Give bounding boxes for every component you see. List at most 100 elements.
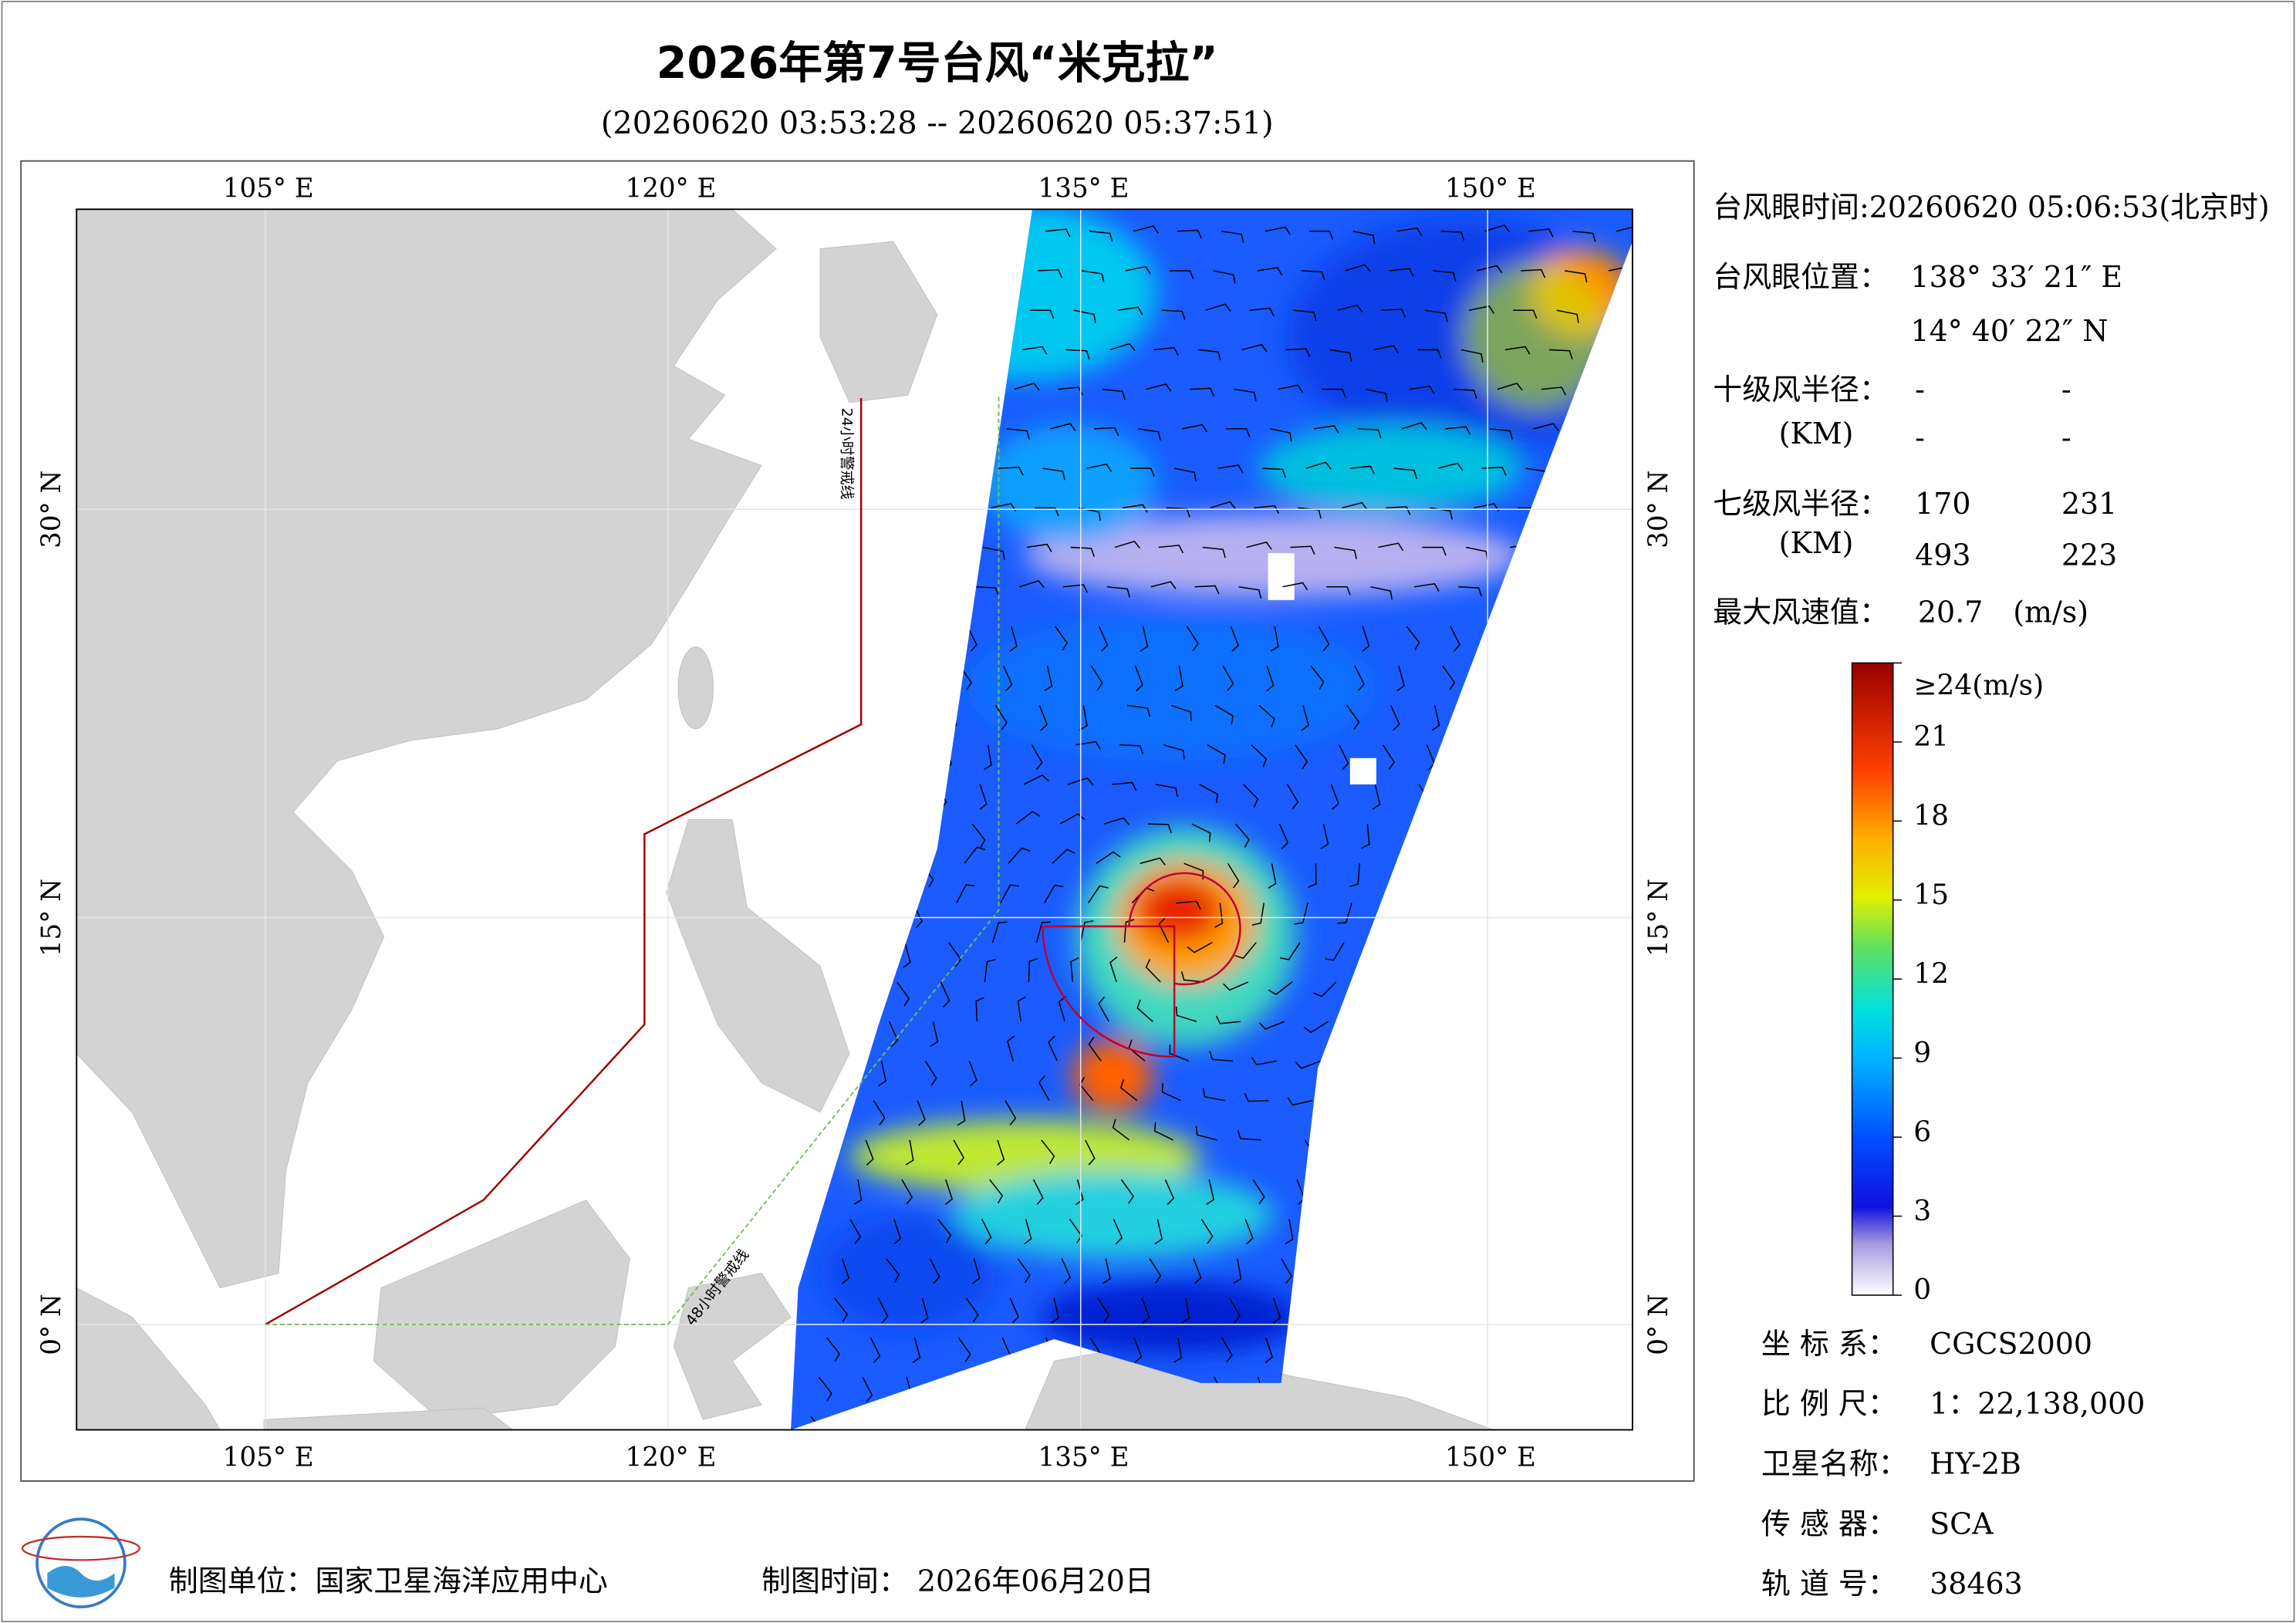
r10-unit: (KM)	[1779, 417, 1854, 450]
wind-barb	[1572, 231, 1596, 242]
wind-barb	[1038, 705, 1048, 731]
wind-barb	[1023, 774, 1049, 785]
wind-barb	[873, 1100, 886, 1125]
wind-barb	[1154, 1219, 1163, 1245]
wind-barb	[1217, 464, 1244, 474]
wind-barb	[1458, 586, 1482, 597]
wind-barb	[1067, 777, 1094, 786]
wind-barb	[957, 1337, 971, 1362]
wind-barb	[1120, 1179, 1134, 1204]
max-wind-value: 20.7	[1918, 595, 1983, 629]
wind-barb	[1098, 626, 1109, 652]
wind-barb	[1230, 626, 1239, 653]
wind-barb	[1264, 1337, 1273, 1364]
colorbar-label: 0	[1913, 1274, 1931, 1306]
wind-barb	[1326, 586, 1351, 596]
wind-barb	[1264, 226, 1291, 235]
wind-barb	[1210, 501, 1236, 509]
wind-barb	[968, 1061, 977, 1087]
wind-barb	[1079, 705, 1088, 731]
meta-value: 38463	[1930, 1567, 2023, 1601]
wind-barb	[1048, 1035, 1058, 1061]
wind-barb	[849, 1218, 862, 1244]
wind-barb	[1244, 1219, 1254, 1245]
wind-barb	[888, 1021, 899, 1048]
wind-barb	[994, 705, 1008, 731]
borneo	[373, 1200, 630, 1420]
wind-barb	[979, 784, 988, 810]
wind-barb	[841, 1258, 850, 1284]
wind-barb	[1251, 903, 1265, 926]
wind-barb	[1014, 382, 1040, 391]
wind-barb	[1541, 386, 1566, 396]
eye-time: 台风眼时间:20260620 05:06:53(北京时)	[1713, 190, 2269, 224]
lat-label-left: 0° N	[36, 1294, 67, 1355]
warning-line-24h	[265, 398, 863, 1326]
wind-barb	[1088, 1036, 1102, 1061]
wind-barb	[1158, 917, 1170, 943]
lat-label-left: 15° N	[36, 879, 67, 957]
wind-barb	[1389, 268, 1414, 277]
footer: 制图单位：国家卫星海洋应用中心 制图时间： 2026年06月20日 坐 标 系：…	[21, 1327, 2145, 1609]
wind-barb	[1055, 626, 1069, 651]
r10-value: -	[2061, 373, 2071, 407]
wind-barb	[1213, 270, 1236, 284]
wind-barb	[984, 959, 996, 983]
wind-barb	[1004, 1100, 1017, 1126]
wind-barb	[1254, 504, 1280, 515]
wind-barb	[1085, 1139, 1096, 1166]
wind-barb	[1378, 542, 1404, 552]
wind-barb	[1006, 1035, 1015, 1061]
data-gap	[1268, 553, 1295, 600]
wind-barb	[1272, 1297, 1281, 1324]
field	[1072, 1039, 1154, 1112]
wind-barb	[1278, 384, 1303, 393]
wind-barb	[1163, 744, 1185, 760]
colorbar	[1851, 662, 1894, 1296]
wind-barb	[1062, 584, 1089, 593]
wind-barb	[1337, 304, 1363, 313]
wind-barb	[1021, 346, 1048, 355]
wind-barb	[1445, 426, 1471, 435]
wind-barb	[1450, 626, 1461, 652]
wind-barb	[1187, 942, 1213, 953]
wind-barb	[1251, 1057, 1277, 1066]
wind-barb	[1035, 507, 1059, 517]
r10-value: -	[2061, 421, 2071, 455]
production-date: 制图时间： 2026年06月20日	[761, 1564, 1154, 1598]
wind-barb	[1512, 309, 1538, 319]
wind-barb	[1440, 231, 1465, 241]
wind-barb	[896, 981, 910, 1007]
wind-barb	[1173, 467, 1197, 481]
wind-barb	[1015, 811, 1041, 825]
meta-value: SCA	[1930, 1507, 1994, 1540]
wind-barb	[1325, 942, 1345, 961]
wind-barb	[1345, 264, 1371, 272]
lat-label-right: 15° N	[1643, 879, 1674, 957]
wind-barb	[1182, 423, 1207, 433]
wind-barb	[1161, 309, 1186, 320]
wind-barb	[1221, 231, 1244, 244]
wind-barb	[1214, 704, 1234, 725]
wind-barb	[983, 546, 1005, 561]
lat-label-right: 30° N	[1643, 471, 1674, 548]
wind-barb	[1548, 349, 1573, 359]
asia-mainland	[76, 209, 777, 1289]
wind-barb	[1320, 823, 1329, 850]
map-frame	[76, 208, 1633, 1431]
wind-barb	[1301, 705, 1309, 731]
wind-barb	[1243, 784, 1259, 808]
field	[1464, 263, 1611, 410]
r10-value: -	[1915, 373, 1925, 407]
graticule	[76, 209, 1633, 1430]
wind-barb	[1556, 309, 1579, 323]
wind-barb	[1565, 270, 1588, 283]
wind-barb	[1222, 665, 1234, 691]
wind-barb	[912, 1337, 921, 1364]
wind-barb	[1177, 229, 1202, 239]
wind-barb	[1191, 823, 1211, 842]
wind-barb	[1141, 1297, 1150, 1324]
lat-label-left: 30° N	[36, 471, 67, 548]
wind-barb	[1081, 270, 1105, 283]
